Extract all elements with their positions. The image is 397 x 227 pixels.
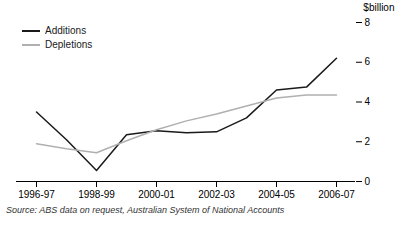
svg-text:2002-03: 2002-03 — [198, 189, 235, 200]
svg-text:6: 6 — [365, 56, 371, 67]
svg-text:$billion: $billion — [363, 2, 394, 13]
svg-text:2000-01: 2000-01 — [138, 189, 175, 200]
svg-text:2004-05: 2004-05 — [258, 189, 295, 200]
svg-text:2006-07: 2006-07 — [318, 189, 355, 200]
svg-text:1998-99: 1998-99 — [78, 189, 115, 200]
svg-text:2: 2 — [365, 136, 371, 147]
html-text:Depletions: Depletions — [45, 39, 93, 50]
svg-text:4: 4 — [365, 96, 371, 107]
svg-text:1996-97: 1996-97 — [18, 189, 55, 200]
svg-text:0: 0 — [365, 176, 371, 187]
html-text:Additions: Additions — [45, 25, 87, 36]
html-text:Source: ABS data on request, A: Source: ABS data on request, Australian … — [6, 205, 285, 215]
svg-text:8: 8 — [365, 17, 371, 28]
